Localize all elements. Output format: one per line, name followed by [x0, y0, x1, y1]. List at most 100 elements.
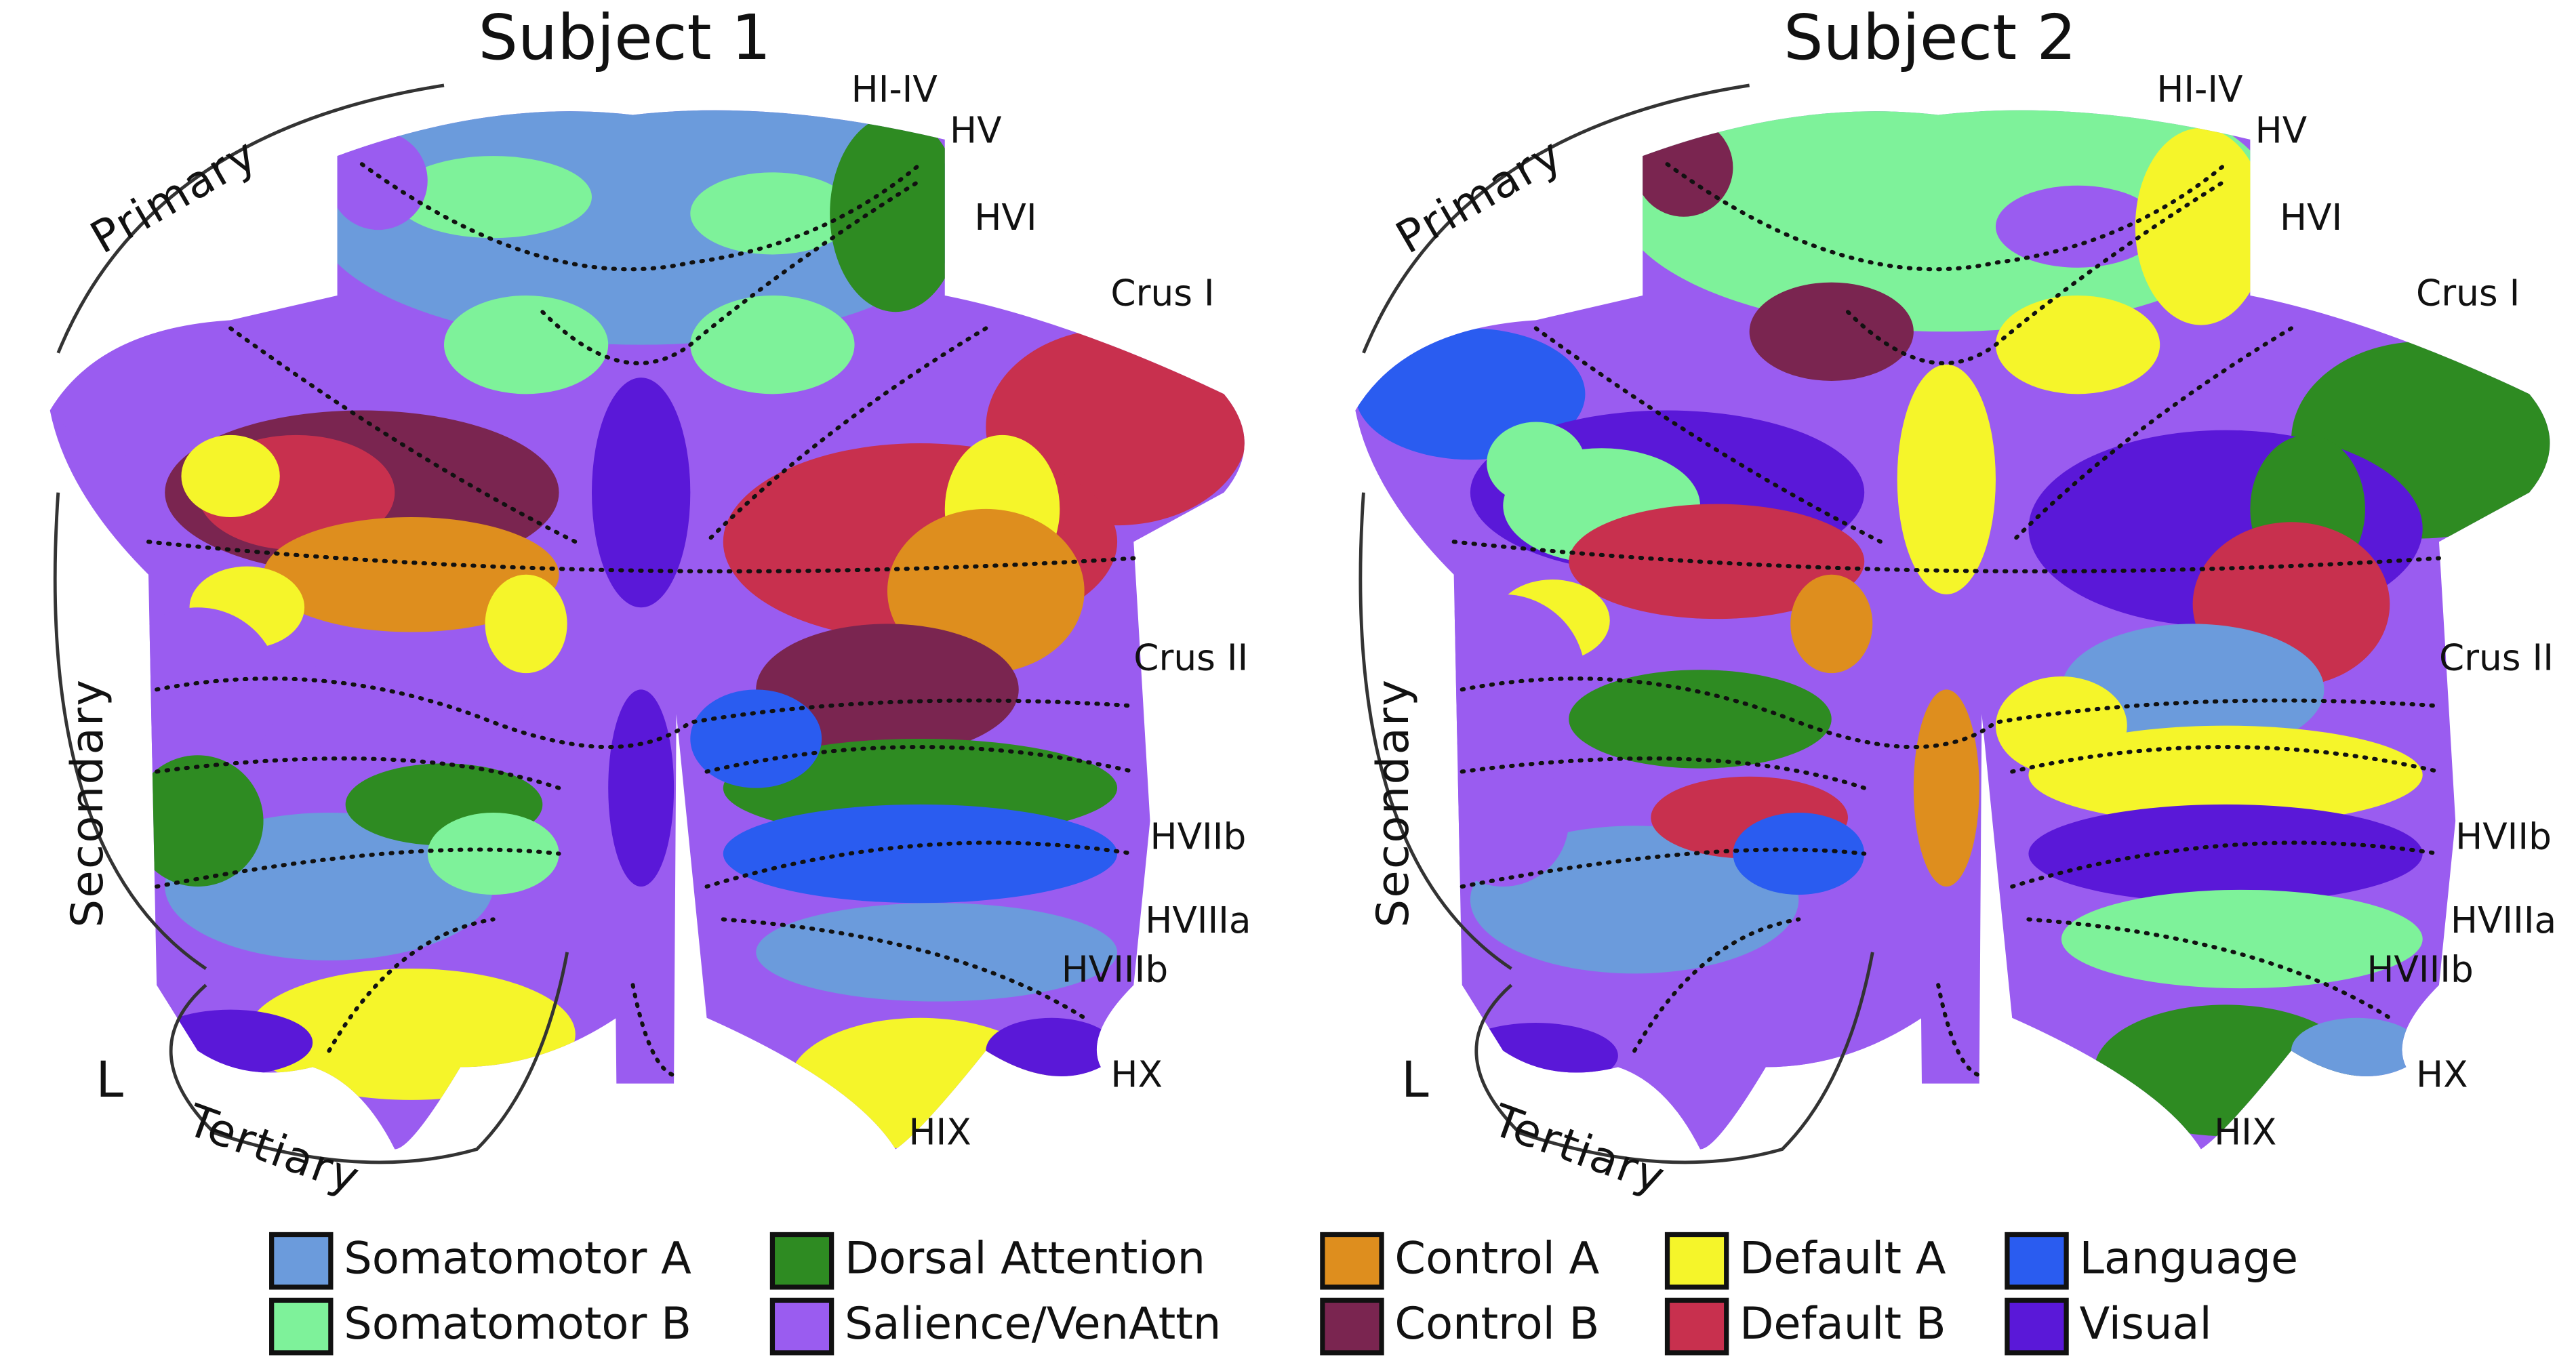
- lobule-boundary: [1533, 326, 1883, 544]
- lobule-boundary: [155, 756, 561, 790]
- lobule-boundary: [1460, 676, 2441, 750]
- lobule-boundary: [1936, 983, 1981, 1078]
- region-patch: [830, 115, 961, 312]
- legend-label: Default A: [1739, 1232, 1946, 1284]
- side-label: L: [96, 1052, 123, 1109]
- region-patch: [2291, 1017, 2423, 1084]
- lobule-boundary: [155, 847, 561, 889]
- region-patch: [329, 131, 428, 230]
- panel-title: Subject 2: [1784, 1, 2076, 74]
- legend-swatch: [1320, 1232, 1384, 1290]
- region-patch: [1995, 676, 2127, 775]
- region-patch: [263, 516, 559, 632]
- legend-swatch: [1320, 1297, 1384, 1356]
- legend-label: Control B: [1394, 1298, 1599, 1349]
- legend-label: Somatomotor B: [344, 1298, 691, 1349]
- lobule-label: HVIIb: [2455, 815, 2552, 857]
- region-patch: [608, 689, 675, 887]
- lobule-label: HVI: [974, 197, 1037, 239]
- region-patch: [1617, 110, 2275, 332]
- lobule-boundary: [704, 326, 988, 544]
- region-patch: [1913, 689, 1979, 887]
- region-patch: [2061, 624, 2325, 756]
- region-patch: [427, 812, 559, 895]
- gradient-label: Secondary: [62, 678, 113, 928]
- lobule-boundary: [1460, 756, 1867, 790]
- gradient-arc: [53, 492, 207, 971]
- gradient-label: Primary: [1388, 128, 1571, 264]
- lobule-boundary: [228, 326, 578, 544]
- legend-swatch: [1664, 1232, 1729, 1290]
- legend-swatch: [769, 1297, 834, 1356]
- lobule-label: HVIIIa: [2451, 899, 2556, 941]
- legend-swatch: [2005, 1297, 2069, 1356]
- gradient-label: Primary: [82, 128, 266, 264]
- legend-label: Visual: [2079, 1298, 2211, 1349]
- region-patch: [1437, 755, 1569, 887]
- lobule-boundary: [721, 917, 1087, 1020]
- flatmap-panel: Subject 1 HI-IV HV HVI Crus I Crus II HVIIb HVI…: [49, 1, 1251, 1204]
- lobule-label: HI-IV: [851, 68, 938, 110]
- lobule-boundary: [1460, 847, 1867, 889]
- legend-label: Control A: [1394, 1232, 1599, 1284]
- lobule-label: HIX: [908, 1111, 971, 1153]
- region-patch: [756, 903, 1118, 1002]
- gradient-arc: [169, 952, 569, 1164]
- lobule-boundary: [155, 676, 1136, 750]
- lobule-label: HX: [1110, 1053, 1163, 1095]
- lobule-label: Crus I: [1110, 272, 1214, 314]
- lobule-label: Crus II: [2439, 636, 2554, 678]
- region-patch: [1790, 574, 1873, 674]
- region-patch: [1569, 670, 1832, 769]
- gradient-arc: [1474, 952, 1874, 1164]
- region-patch: [2028, 725, 2423, 824]
- legend-swatch: [2005, 1232, 2069, 1290]
- lobule-label: Crus I: [2416, 272, 2520, 314]
- region-patch: [443, 295, 609, 394]
- legend-label: Default B: [1739, 1298, 1946, 1349]
- lobule-boundary: [146, 540, 1136, 573]
- region-patch: [986, 1017, 1118, 1084]
- lobule-boundary: [630, 983, 677, 1078]
- lobule-label: HV: [950, 110, 1002, 152]
- region-patch: [2061, 889, 2423, 989]
- lobule-boundary: [704, 840, 1136, 889]
- region-patch: [1995, 185, 2160, 268]
- lobule-label: HVIIIa: [1145, 899, 1251, 941]
- region-patch: [756, 624, 1019, 756]
- flatmap-panel: Subject 2 HI-IV HV HVI Crus I Crus II HVIIb HVI…: [1355, 1, 2556, 1204]
- gradient-arc: [1359, 492, 1512, 971]
- gradient-label: Secondary: [1367, 678, 1419, 928]
- legend-swatch: [269, 1297, 334, 1356]
- region-patch: [723, 804, 1118, 903]
- region-patch: [690, 295, 855, 394]
- lobule-boundary: [1451, 540, 2441, 573]
- legend-swatch: [1664, 1297, 1729, 1356]
- lobule-boundary: [704, 745, 1136, 774]
- region-patch: [1995, 295, 2160, 394]
- region-patch: [1569, 504, 1865, 619]
- lobule-label: HVIIb: [1150, 815, 1247, 857]
- lobule-label: HX: [2416, 1053, 2468, 1095]
- lobule-label: HV: [2255, 110, 2308, 152]
- panel-title: Subject 1: [479, 1, 771, 74]
- lobule-boundary: [2010, 745, 2441, 774]
- lobule-boundary: [1845, 178, 2228, 365]
- lobule-boundary: [2010, 326, 2293, 544]
- lobule-boundary: [2026, 917, 2392, 1020]
- region-patch: [1733, 812, 1865, 895]
- lobule-label: HVIIIb: [2367, 948, 2473, 990]
- legend-swatch: [769, 1232, 834, 1290]
- side-label: L: [1401, 1052, 1429, 1109]
- region-patch: [313, 110, 970, 345]
- region-patch: [1487, 422, 1586, 504]
- region-patch: [690, 172, 855, 255]
- region-patch: [485, 574, 567, 674]
- legend-swatch: [269, 1232, 334, 1290]
- region-patch: [263, 656, 527, 756]
- gradient-arc: [1362, 83, 1750, 354]
- lobule-label: HVI: [2280, 197, 2342, 239]
- region-patch: [2028, 804, 2423, 903]
- legend-label: Salience/VenAttn: [845, 1298, 1221, 1349]
